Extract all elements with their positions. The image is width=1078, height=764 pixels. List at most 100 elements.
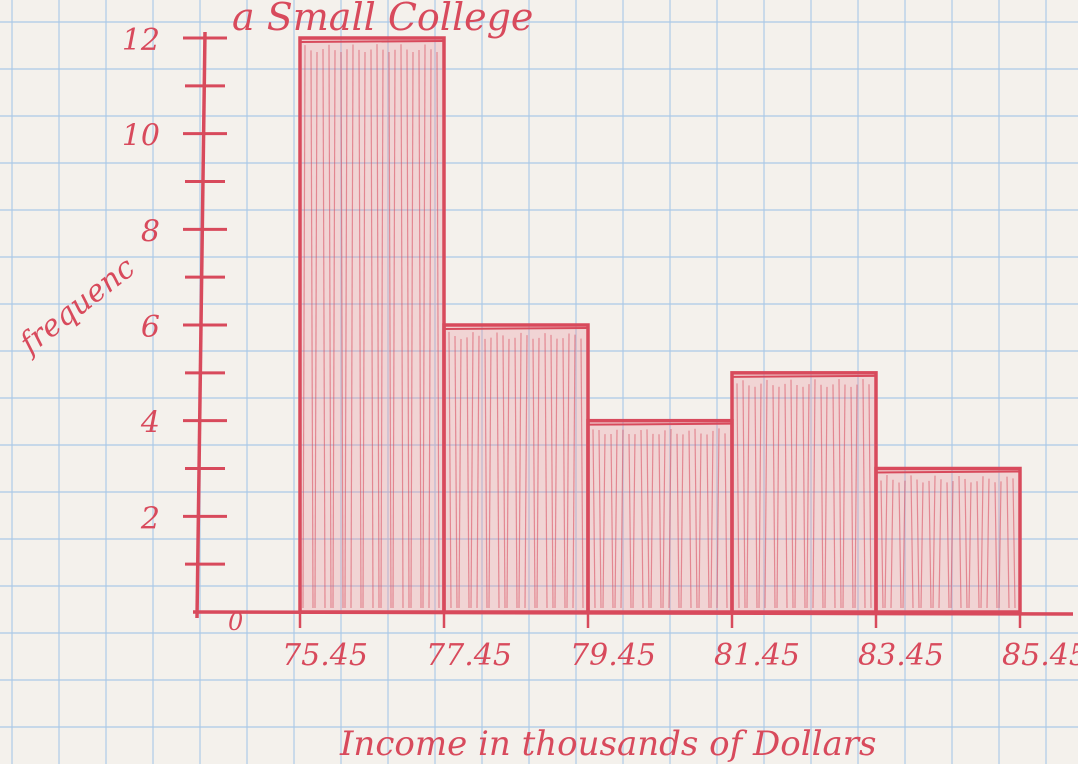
- bar-shading: [902, 480, 906, 609]
- bar-shading: [754, 386, 758, 609]
- bar-shading: [890, 479, 894, 609]
- bar-top-edge: [587, 422, 733, 426]
- bar-shading: [794, 384, 798, 609]
- bar-shading: [328, 44, 332, 609]
- y-tick-label: 10: [122, 119, 160, 154]
- bar-shading: [880, 480, 884, 609]
- bar-shading: [314, 51, 318, 609]
- bar-shading: [620, 429, 624, 609]
- y-tick-label: 2: [140, 501, 160, 536]
- bar-shading: [806, 384, 810, 609]
- bar-shading: [938, 479, 942, 609]
- bar-shading: [832, 384, 836, 609]
- x-tick-label: 77.45: [426, 638, 512, 673]
- bar-shading: [362, 51, 366, 609]
- bar-shading: [340, 51, 344, 609]
- bar-shading: [536, 337, 540, 609]
- x-axis-label: Income in thousands of Dollars: [339, 724, 876, 764]
- bar-shading: [694, 428, 698, 609]
- bar-shading: [932, 475, 936, 609]
- histogram-bar: [586, 418, 734, 614]
- bar-shading: [658, 434, 662, 609]
- bar-shading: [388, 51, 392, 609]
- bar-shading: [772, 385, 776, 609]
- bar-shading: [592, 429, 596, 609]
- bar-shading: [688, 430, 692, 609]
- bar-shading: [602, 434, 606, 609]
- bar-shading: [554, 338, 558, 609]
- bar-shading: [650, 433, 654, 609]
- bar-shading: [524, 335, 528, 609]
- bar-shading: [742, 380, 746, 609]
- bar-top-edge: [731, 374, 877, 378]
- bar-shading: [470, 332, 474, 609]
- bar-shading: [916, 479, 920, 609]
- bar-shading: [392, 49, 396, 609]
- bar-shading: [458, 338, 462, 609]
- bar-shading: [580, 338, 584, 609]
- bar-shading: [610, 434, 614, 609]
- bar-shading: [376, 44, 380, 609]
- bar-shading: [868, 384, 872, 609]
- bar-top-edge: [875, 470, 1021, 474]
- bar-shading: [898, 482, 902, 609]
- bar-shading: [1012, 478, 1016, 609]
- bar-shading: [632, 434, 636, 609]
- bar-shading: [550, 334, 554, 609]
- x-tick-label: 83.45: [858, 638, 944, 673]
- y-tick-label: 12: [122, 23, 160, 58]
- histogram-bar: [730, 371, 878, 614]
- bar-shading: [484, 338, 488, 609]
- bar-shading: [758, 383, 762, 609]
- bar-shading: [332, 50, 336, 609]
- bar-shading: [820, 384, 824, 609]
- bar-shading: [496, 332, 500, 609]
- histogram-bar: [298, 36, 446, 614]
- bar-shading: [466, 337, 470, 609]
- x-tick-label: 79.45: [570, 638, 656, 673]
- bar-shading: [802, 386, 806, 609]
- bar-shading: [776, 386, 780, 609]
- bar-shading: [436, 51, 440, 609]
- bar-shading: [964, 478, 968, 609]
- bar-shading: [566, 333, 570, 609]
- bar-shading: [532, 338, 536, 609]
- bar-shading: [928, 480, 932, 609]
- bar-shading: [488, 337, 492, 609]
- y-tick-label: 6: [141, 310, 160, 345]
- bar-shading: [842, 384, 846, 609]
- bar-shading: [476, 335, 480, 609]
- x-tick-label: 81.45: [714, 638, 800, 673]
- bar-shading: [628, 433, 632, 609]
- bar-shading: [838, 378, 842, 609]
- bar-shading: [640, 430, 644, 609]
- histogram-bar: [874, 466, 1022, 614]
- bar-shading: [998, 481, 1002, 609]
- bar-shading: [344, 49, 348, 609]
- bar-shading: [614, 429, 618, 609]
- bar-shading: [422, 44, 426, 609]
- bar-shading: [518, 332, 522, 609]
- bar-shading: [946, 482, 950, 609]
- bar-top-edge: [443, 327, 589, 330]
- bar-shading: [862, 379, 866, 609]
- bar-top-edge: [299, 40, 445, 43]
- x-axis-line: [192, 610, 1074, 616]
- bar-shading: [310, 50, 314, 609]
- bar-shading: [418, 49, 422, 609]
- bar-shading: [884, 475, 888, 609]
- bar-shading: [572, 334, 576, 609]
- bar-shading: [598, 429, 602, 609]
- bar-shading: [448, 331, 452, 609]
- histogram-bars: [298, 36, 1022, 614]
- bar-shading: [920, 482, 924, 609]
- bar-shading: [736, 383, 740, 609]
- bar-shading: [706, 434, 710, 609]
- bar-shading: [514, 337, 518, 609]
- bar-shading: [1006, 476, 1010, 609]
- bar-shading: [958, 475, 962, 609]
- bar-shading: [406, 49, 410, 609]
- bar-shading: [302, 45, 306, 609]
